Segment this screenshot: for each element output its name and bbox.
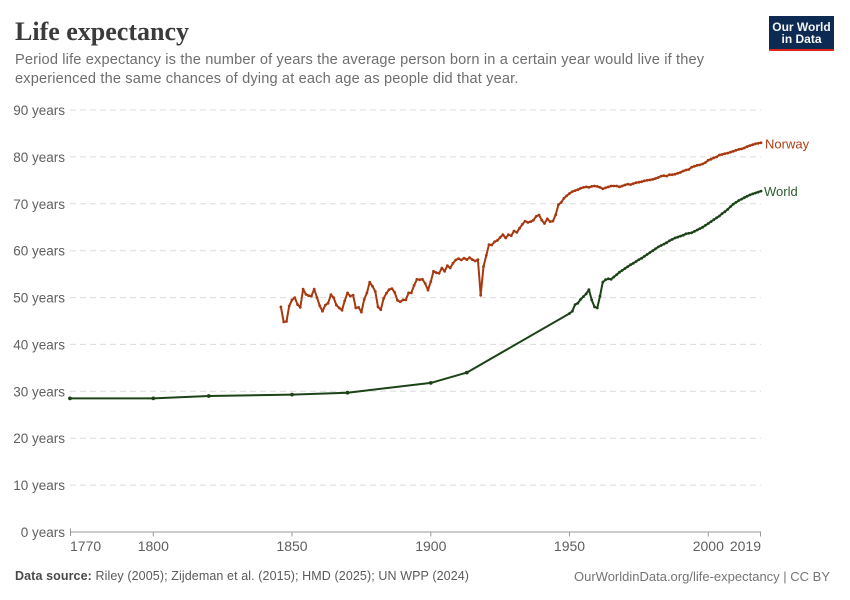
svg-text:1770: 1770 bbox=[70, 538, 101, 554]
svg-text:2000: 2000 bbox=[693, 538, 724, 554]
svg-text:2019: 2019 bbox=[730, 538, 761, 554]
svg-text:80 years: 80 years bbox=[13, 150, 65, 165]
svg-text:1900: 1900 bbox=[415, 538, 446, 554]
svg-text:20 years: 20 years bbox=[13, 431, 65, 446]
svg-text:0 years: 0 years bbox=[21, 525, 66, 540]
svg-text:60 years: 60 years bbox=[13, 244, 65, 259]
svg-text:1800: 1800 bbox=[138, 538, 169, 554]
svg-text:10 years: 10 years bbox=[13, 478, 65, 493]
svg-text:70 years: 70 years bbox=[13, 197, 65, 212]
svg-text:40 years: 40 years bbox=[13, 337, 65, 352]
svg-text:1850: 1850 bbox=[276, 538, 307, 554]
svg-text:30 years: 30 years bbox=[13, 384, 65, 399]
svg-text:World: World bbox=[764, 184, 798, 199]
svg-text:90 years: 90 years bbox=[13, 103, 65, 118]
svg-text:1950: 1950 bbox=[554, 538, 585, 554]
svg-text:50 years: 50 years bbox=[13, 291, 65, 306]
svg-text:Norway: Norway bbox=[765, 137, 810, 152]
